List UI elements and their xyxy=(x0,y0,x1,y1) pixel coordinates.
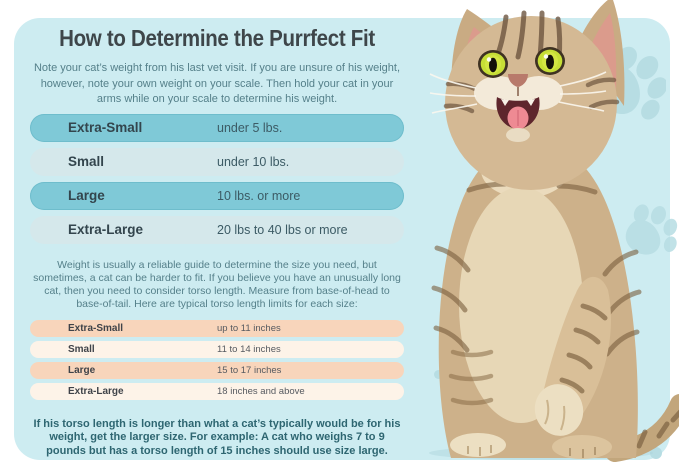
table-row: Small 11 to 14 inches xyxy=(30,340,404,358)
size-label: Extra-Large xyxy=(68,385,124,397)
size-label: Extra-Small xyxy=(68,120,143,135)
table-row: Large 15 to 17 inches xyxy=(30,361,404,379)
size-value: 10 lbs. or more xyxy=(217,188,301,203)
size-value: 15 to 17 inches xyxy=(217,364,282,376)
table-row: Extra-Small up to 11 inches xyxy=(30,319,404,337)
size-value: 18 inches and above xyxy=(217,385,305,397)
size-value: under 10 lbs. xyxy=(217,154,290,169)
size-value: 20 lbs to 40 lbs or more xyxy=(217,222,348,237)
size-value: 11 to 14 inches xyxy=(217,343,281,355)
size-label: Extra-Large xyxy=(68,222,144,237)
footer-text: If his torso length is longer than what … xyxy=(33,417,401,457)
size-label: Large xyxy=(68,364,96,376)
size-value: under 5 lbs. xyxy=(217,120,283,135)
table-row: Extra-Small under 5 lbs. xyxy=(30,113,404,142)
intro-text: Note your cat’s weight from his last vet… xyxy=(33,62,400,105)
page-title: How to Determine the Purrfect Fit xyxy=(59,26,375,52)
table-row: Large 10 lbs. or more xyxy=(30,181,404,210)
table-row: Small under 10 lbs. xyxy=(30,147,404,176)
size-value: up to 11 inches xyxy=(217,322,281,334)
size-label: Small xyxy=(68,343,95,355)
tabby-cat-photo xyxy=(429,0,679,462)
paw-dot-decoration xyxy=(650,447,662,459)
table-row: Extra-Large 20 lbs to 40 lbs or more xyxy=(30,215,404,244)
size-label: Small xyxy=(68,154,105,169)
size-label: Large xyxy=(68,188,105,203)
torso-length-table: Extra-Small up to 11 inches Small 11 to … xyxy=(30,319,404,400)
content-column: How to Determine the Purrfect Fit Note y… xyxy=(30,26,404,464)
size-label: Extra-Small xyxy=(68,322,124,334)
torso-text: Weight is usually a reliable guide to de… xyxy=(33,258,401,310)
paw-dot-decoration xyxy=(434,370,443,379)
weight-size-table: Extra-Small under 5 lbs. Small under 10 … xyxy=(30,113,404,244)
table-row: Extra-Large 18 inches and above xyxy=(30,382,404,400)
